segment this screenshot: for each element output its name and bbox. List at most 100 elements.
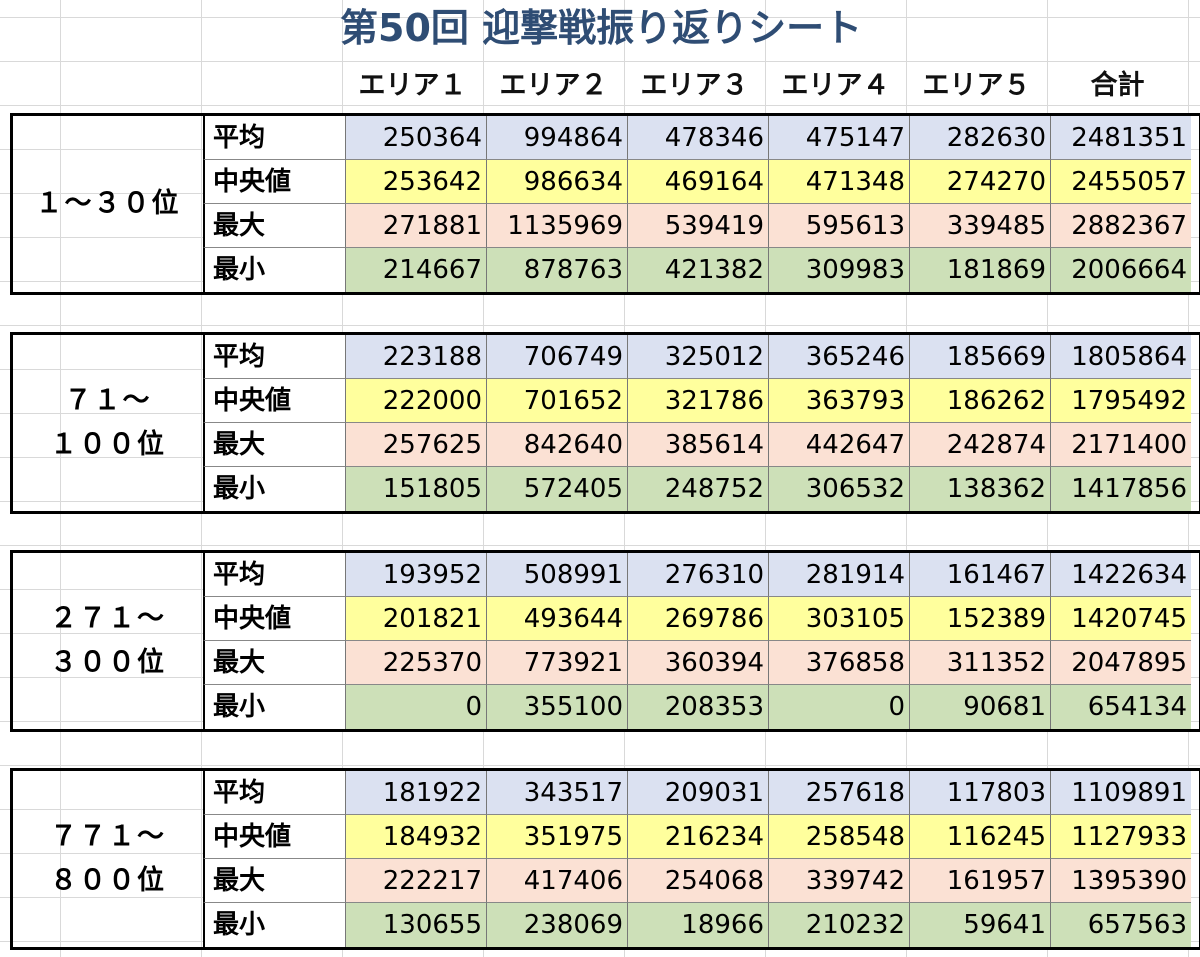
value-cell[interactable]: 242874 [909, 423, 1050, 467]
value-cell[interactable]: 138362 [909, 467, 1050, 511]
value-cell[interactable]: 0 [768, 685, 909, 729]
value-cell[interactable]: 222000 [345, 379, 486, 423]
value-cell[interactable]: 253642 [345, 160, 486, 204]
value-cell[interactable]: 186262 [909, 379, 1050, 423]
value-cell[interactable]: 365246 [768, 335, 909, 379]
stat-label[interactable]: 最小 [203, 467, 345, 511]
value-cell[interactable]: 706749 [486, 335, 627, 379]
value-cell[interactable]: 152389 [909, 597, 1050, 641]
column-header[interactable]: エリア２ [499, 70, 608, 101]
value-cell[interactable]: 595613 [768, 204, 909, 248]
value-cell[interactable]: 90681 [909, 685, 1050, 729]
value-cell[interactable]: 2481351 [1050, 116, 1191, 160]
rank-range-label[interactable]: ２７１～ ３００位 [50, 603, 166, 678]
value-cell[interactable]: 193952 [345, 553, 486, 597]
stat-label[interactable]: 平均 [203, 116, 345, 160]
value-cell[interactable]: 282630 [909, 116, 1050, 160]
value-cell[interactable]: 248752 [627, 467, 768, 511]
value-cell[interactable]: 0 [345, 685, 486, 729]
value-cell[interactable]: 257625 [345, 423, 486, 467]
stat-label[interactable]: 平均 [203, 553, 345, 597]
value-cell[interactable]: 257618 [768, 771, 909, 815]
value-cell[interactable]: 1805864 [1050, 335, 1191, 379]
stat-label[interactable]: 中央値 [203, 379, 345, 423]
value-cell[interactable]: 2047895 [1050, 641, 1191, 685]
value-cell[interactable]: 276310 [627, 553, 768, 597]
value-cell[interactable]: 201821 [345, 597, 486, 641]
value-cell[interactable]: 339742 [768, 859, 909, 903]
value-cell[interactable]: 181922 [345, 771, 486, 815]
value-cell[interactable]: 475147 [768, 116, 909, 160]
stat-label[interactable]: 平均 [203, 335, 345, 379]
value-cell[interactable]: 59641 [909, 903, 1050, 947]
rank-range-label[interactable]: ７７１～ ８００位 [50, 821, 166, 896]
column-header[interactable]: エリア３ [640, 70, 749, 101]
value-cell[interactable]: 842640 [486, 423, 627, 467]
value-cell[interactable]: 2171400 [1050, 423, 1191, 467]
value-cell[interactable]: 250364 [345, 116, 486, 160]
column-header[interactable]: エリア１ [358, 70, 467, 101]
value-cell[interactable]: 254068 [627, 859, 768, 903]
value-cell[interactable]: 539419 [627, 204, 768, 248]
value-cell[interactable]: 116245 [909, 815, 1050, 859]
stat-label[interactable]: 最大 [203, 204, 345, 248]
value-cell[interactable]: 161467 [909, 553, 1050, 597]
value-cell[interactable]: 210232 [768, 903, 909, 947]
value-cell[interactable]: 360394 [627, 641, 768, 685]
value-cell[interactable]: 274270 [909, 160, 1050, 204]
value-cell[interactable]: 18966 [627, 903, 768, 947]
rank-range-label[interactable]: ７１～ １００位 [50, 385, 166, 460]
value-cell[interactable]: 225370 [345, 641, 486, 685]
value-cell[interactable]: 1135969 [486, 204, 627, 248]
value-cell[interactable]: 343517 [486, 771, 627, 815]
value-cell[interactable]: 355100 [486, 685, 627, 729]
value-cell[interactable]: 2882367 [1050, 204, 1191, 248]
value-cell[interactable]: 1417856 [1050, 467, 1191, 511]
value-cell[interactable]: 2455057 [1050, 160, 1191, 204]
stat-label[interactable]: 最小 [203, 685, 345, 729]
value-cell[interactable]: 306532 [768, 467, 909, 511]
stat-label[interactable]: 最大 [203, 641, 345, 685]
value-cell[interactable]: 208353 [627, 685, 768, 729]
value-cell[interactable]: 151805 [345, 467, 486, 511]
value-cell[interactable]: 701652 [486, 379, 627, 423]
value-cell[interactable]: 508991 [486, 553, 627, 597]
value-cell[interactable]: 376858 [768, 641, 909, 685]
value-cell[interactable]: 130655 [345, 903, 486, 947]
value-cell[interactable]: 1395390 [1050, 859, 1191, 903]
value-cell[interactable]: 2006664 [1050, 248, 1191, 292]
stat-label[interactable]: 最大 [203, 859, 345, 903]
value-cell[interactable]: 572405 [486, 467, 627, 511]
value-cell[interactable]: 1127933 [1050, 815, 1191, 859]
value-cell[interactable]: 773921 [486, 641, 627, 685]
value-cell[interactable]: 209031 [627, 771, 768, 815]
value-cell[interactable]: 994864 [486, 116, 627, 160]
value-cell[interactable]: 363793 [768, 379, 909, 423]
column-header[interactable]: 合計 [1090, 70, 1145, 101]
value-cell[interactable]: 117803 [909, 771, 1050, 815]
value-cell[interactable]: 321786 [627, 379, 768, 423]
value-cell[interactable]: 986634 [486, 160, 627, 204]
value-cell[interactable]: 238069 [486, 903, 627, 947]
value-cell[interactable]: 161957 [909, 859, 1050, 903]
value-cell[interactable]: 184932 [345, 815, 486, 859]
value-cell[interactable]: 654134 [1050, 685, 1191, 729]
value-cell[interactable]: 351975 [486, 815, 627, 859]
value-cell[interactable]: 1422634 [1050, 553, 1191, 597]
value-cell[interactable]: 311352 [909, 641, 1050, 685]
value-cell[interactable]: 269786 [627, 597, 768, 641]
value-cell[interactable]: 185669 [909, 335, 1050, 379]
rank-range-label[interactable]: １～３０位 [35, 188, 181, 219]
value-cell[interactable]: 493644 [486, 597, 627, 641]
value-cell[interactable]: 303105 [768, 597, 909, 641]
column-header[interactable]: エリア５ [922, 70, 1031, 101]
value-cell[interactable]: 421382 [627, 248, 768, 292]
value-cell[interactable]: 385614 [627, 423, 768, 467]
value-cell[interactable]: 339485 [909, 204, 1050, 248]
stat-label[interactable]: 最小 [203, 903, 345, 947]
value-cell[interactable]: 442647 [768, 423, 909, 467]
value-cell[interactable]: 309983 [768, 248, 909, 292]
stat-label[interactable]: 平均 [203, 771, 345, 815]
stat-label[interactable]: 中央値 [203, 597, 345, 641]
column-header[interactable]: エリア４ [781, 70, 890, 101]
